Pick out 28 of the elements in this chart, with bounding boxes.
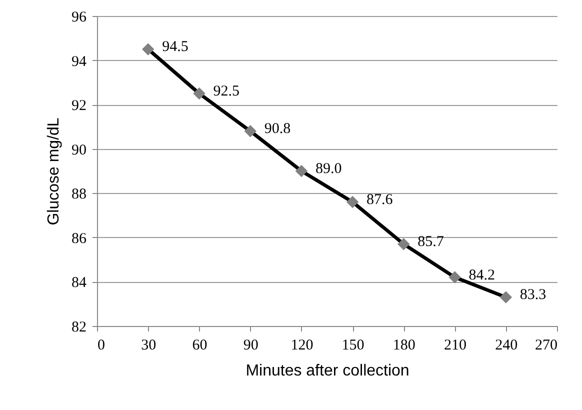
x-tick-label: 0 [98,338,105,354]
y-axis-title: Glucose mg/dL [46,118,62,226]
data-label: 94.5 [162,39,188,56]
y-tick-label: 90 [72,142,86,158]
x-tick-label: 180 [392,338,416,354]
x-tick-label: 270 [535,338,558,354]
data-label: 84.2 [468,267,496,284]
x-axis-title: Minutes after collection [246,362,410,380]
y-tick-label: 96 [72,10,87,26]
data-label: 90.8 [264,121,291,138]
y-tick-label: 82 [72,320,86,336]
y-tick-label: 94 [72,54,87,70]
y-tick-label: 88 [72,186,86,203]
x-tick-label: 30 [141,338,156,354]
y-tick-label: 84 [72,275,87,292]
data-label: 85.7 [418,234,444,250]
x-tick-label: 210 [444,338,467,354]
x-tick-label: 240 [495,338,518,354]
data-label: 89.0 [315,161,342,177]
data-label: 83.3 [520,287,546,304]
y-tick-label: 92 [72,98,86,114]
x-tick-label: 150 [342,338,364,354]
y-tick-label: 86 [72,230,87,247]
data-label: 92.5 [213,84,240,100]
x-tick-label: 90 [243,338,258,354]
x-tick-label: 60 [192,338,208,354]
data-label: 87.6 [366,192,394,208]
x-tick-label: 120 [290,338,314,354]
